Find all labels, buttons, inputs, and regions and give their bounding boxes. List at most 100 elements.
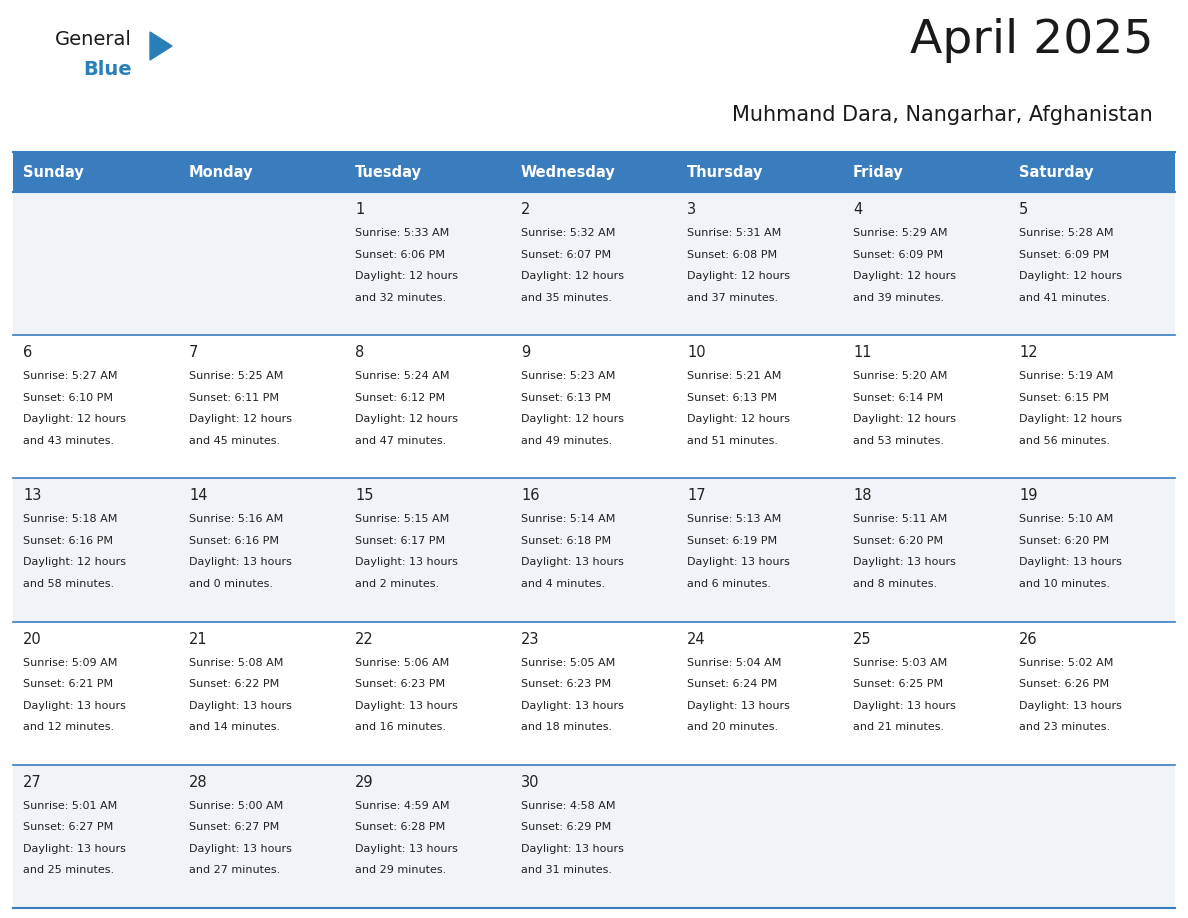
Text: Daylight: 12 hours: Daylight: 12 hours <box>853 414 956 424</box>
Text: 16: 16 <box>522 488 539 503</box>
Bar <box>345 152 511 192</box>
Text: Saturday: Saturday <box>1019 164 1093 180</box>
Text: Sunset: 6:21 PM: Sunset: 6:21 PM <box>23 679 113 689</box>
Text: Daylight: 12 hours: Daylight: 12 hours <box>23 414 126 424</box>
Text: 3: 3 <box>687 202 696 217</box>
Text: and 47 minutes.: and 47 minutes. <box>355 436 447 446</box>
Text: 12: 12 <box>1019 345 1037 360</box>
Text: Daylight: 13 hours: Daylight: 13 hours <box>189 700 292 711</box>
Bar <box>677 152 843 192</box>
Text: Sunrise: 5:06 AM: Sunrise: 5:06 AM <box>355 657 449 667</box>
Text: Daylight: 12 hours: Daylight: 12 hours <box>355 271 459 281</box>
Text: Sunrise: 5:10 AM: Sunrise: 5:10 AM <box>1019 514 1113 524</box>
Text: Friday: Friday <box>853 164 904 180</box>
Text: Sunset: 6:16 PM: Sunset: 6:16 PM <box>23 536 113 546</box>
Text: Daylight: 13 hours: Daylight: 13 hours <box>189 557 292 567</box>
Bar <box>13 152 179 192</box>
Text: 21: 21 <box>189 632 208 646</box>
Bar <box>13 765 1175 908</box>
Text: Sunset: 6:19 PM: Sunset: 6:19 PM <box>687 536 777 546</box>
Text: Daylight: 12 hours: Daylight: 12 hours <box>687 414 790 424</box>
Text: 17: 17 <box>687 488 706 503</box>
Text: Monday: Monday <box>189 164 253 180</box>
Text: Sunrise: 5:01 AM: Sunrise: 5:01 AM <box>23 800 118 811</box>
Text: Daylight: 13 hours: Daylight: 13 hours <box>522 557 624 567</box>
Text: 25: 25 <box>853 632 872 646</box>
Text: Sunrise: 5:27 AM: Sunrise: 5:27 AM <box>23 371 118 381</box>
Text: Daylight: 12 hours: Daylight: 12 hours <box>522 414 624 424</box>
Text: and 49 minutes.: and 49 minutes. <box>522 436 612 446</box>
Text: Sunrise: 5:25 AM: Sunrise: 5:25 AM <box>189 371 284 381</box>
Text: and 2 minutes.: and 2 minutes. <box>355 579 440 589</box>
Text: 1: 1 <box>355 202 365 217</box>
Text: Tuesday: Tuesday <box>355 164 422 180</box>
Text: Sunset: 6:29 PM: Sunset: 6:29 PM <box>522 823 612 833</box>
Text: Daylight: 12 hours: Daylight: 12 hours <box>355 414 459 424</box>
Text: Sunset: 6:24 PM: Sunset: 6:24 PM <box>687 679 777 689</box>
Bar <box>13 478 1175 621</box>
Text: Sunrise: 5:08 AM: Sunrise: 5:08 AM <box>189 657 284 667</box>
Text: 23: 23 <box>522 632 539 646</box>
Text: and 53 minutes.: and 53 minutes. <box>853 436 944 446</box>
Text: Sunset: 6:07 PM: Sunset: 6:07 PM <box>522 250 611 260</box>
Text: Sunrise: 5:33 AM: Sunrise: 5:33 AM <box>355 228 449 238</box>
Bar <box>13 192 1175 335</box>
Text: Sunset: 6:16 PM: Sunset: 6:16 PM <box>189 536 279 546</box>
Polygon shape <box>150 32 172 60</box>
Text: 20: 20 <box>23 632 42 646</box>
Text: Sunset: 6:23 PM: Sunset: 6:23 PM <box>355 679 446 689</box>
Text: Sunset: 6:26 PM: Sunset: 6:26 PM <box>1019 679 1110 689</box>
Text: 22: 22 <box>355 632 374 646</box>
Text: Sunrise: 5:28 AM: Sunrise: 5:28 AM <box>1019 228 1113 238</box>
Text: Sunrise: 5:04 AM: Sunrise: 5:04 AM <box>687 657 782 667</box>
Text: Sunrise: 5:19 AM: Sunrise: 5:19 AM <box>1019 371 1113 381</box>
Text: 8: 8 <box>355 345 365 360</box>
Text: and 23 minutes.: and 23 minutes. <box>1019 722 1110 732</box>
Text: and 58 minutes.: and 58 minutes. <box>23 579 114 589</box>
Text: Sunrise: 5:24 AM: Sunrise: 5:24 AM <box>355 371 449 381</box>
Text: and 4 minutes.: and 4 minutes. <box>522 579 605 589</box>
Text: 14: 14 <box>189 488 208 503</box>
Text: Daylight: 13 hours: Daylight: 13 hours <box>189 844 292 854</box>
Text: and 56 minutes.: and 56 minutes. <box>1019 436 1110 446</box>
Text: Sunset: 6:11 PM: Sunset: 6:11 PM <box>189 393 279 403</box>
Bar <box>843 152 1009 192</box>
Text: Daylight: 12 hours: Daylight: 12 hours <box>1019 271 1121 281</box>
Text: Sunrise: 5:09 AM: Sunrise: 5:09 AM <box>23 657 118 667</box>
Text: Daylight: 13 hours: Daylight: 13 hours <box>687 557 790 567</box>
Text: Daylight: 12 hours: Daylight: 12 hours <box>522 271 624 281</box>
Text: Daylight: 13 hours: Daylight: 13 hours <box>687 700 790 711</box>
Text: Daylight: 13 hours: Daylight: 13 hours <box>355 700 457 711</box>
Text: 15: 15 <box>355 488 373 503</box>
Text: 19: 19 <box>1019 488 1037 503</box>
Text: Sunrise: 5:05 AM: Sunrise: 5:05 AM <box>522 657 615 667</box>
Text: Blue: Blue <box>83 60 132 79</box>
Text: Daylight: 13 hours: Daylight: 13 hours <box>522 844 624 854</box>
Text: and 32 minutes.: and 32 minutes. <box>355 293 447 303</box>
Text: Daylight: 13 hours: Daylight: 13 hours <box>522 700 624 711</box>
Text: 18: 18 <box>853 488 872 503</box>
Bar <box>511 152 677 192</box>
Bar <box>13 335 1175 478</box>
Text: and 16 minutes.: and 16 minutes. <box>355 722 446 732</box>
Text: Sunset: 6:09 PM: Sunset: 6:09 PM <box>1019 250 1110 260</box>
Text: Daylight: 13 hours: Daylight: 13 hours <box>23 700 126 711</box>
Text: Sunset: 6:20 PM: Sunset: 6:20 PM <box>853 536 943 546</box>
Text: Sunrise: 5:32 AM: Sunrise: 5:32 AM <box>522 228 615 238</box>
Text: Sunset: 6:09 PM: Sunset: 6:09 PM <box>853 250 943 260</box>
Text: 28: 28 <box>189 775 208 789</box>
Text: 7: 7 <box>189 345 198 360</box>
Text: and 25 minutes.: and 25 minutes. <box>23 866 114 875</box>
Text: Muhmand Dara, Nangarhar, Afghanistan: Muhmand Dara, Nangarhar, Afghanistan <box>732 105 1154 125</box>
Text: and 21 minutes.: and 21 minutes. <box>853 722 944 732</box>
Text: and 41 minutes.: and 41 minutes. <box>1019 293 1110 303</box>
Text: 5: 5 <box>1019 202 1029 217</box>
Text: Daylight: 12 hours: Daylight: 12 hours <box>23 557 126 567</box>
Text: and 18 minutes.: and 18 minutes. <box>522 722 612 732</box>
Text: Daylight: 13 hours: Daylight: 13 hours <box>355 844 457 854</box>
Text: 11: 11 <box>853 345 872 360</box>
Text: Wednesday: Wednesday <box>522 164 615 180</box>
Text: Sunset: 6:15 PM: Sunset: 6:15 PM <box>1019 393 1110 403</box>
Text: Sunrise: 5:14 AM: Sunrise: 5:14 AM <box>522 514 615 524</box>
Text: Sunrise: 5:13 AM: Sunrise: 5:13 AM <box>687 514 782 524</box>
